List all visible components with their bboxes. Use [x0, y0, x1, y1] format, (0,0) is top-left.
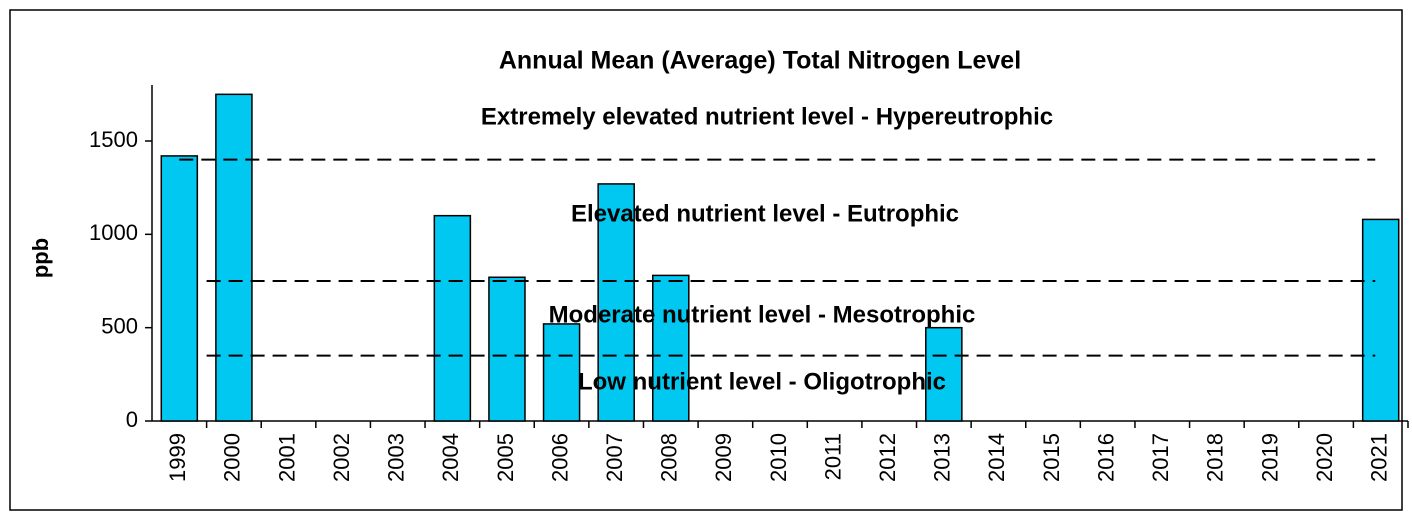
- y-axis-label: ppb: [28, 238, 53, 278]
- y-tick-label: 0: [126, 407, 138, 432]
- zone-label: Elevated nutrient level - Eutrophic: [571, 200, 959, 227]
- x-tick-label: 2002: [329, 433, 354, 482]
- x-tick-label: 1999: [165, 433, 190, 482]
- x-tick-label: 2009: [711, 433, 736, 482]
- x-tick-label: 2012: [875, 433, 900, 482]
- bar: [652, 274, 690, 422]
- x-tick-label: 2004: [438, 433, 463, 482]
- x-tick-label: 2010: [766, 433, 791, 482]
- x-tick-label: 2015: [1039, 433, 1064, 482]
- x-tick-label: 2007: [602, 433, 627, 482]
- bar: [925, 326, 963, 422]
- y-tick-label: 500: [101, 313, 138, 338]
- bar: [1361, 218, 1400, 422]
- x-tick-label: 2013: [930, 433, 955, 482]
- x-tick-label: 2008: [657, 433, 682, 482]
- x-tick-label: 2001: [274, 433, 299, 482]
- x-tick-label: 2016: [1093, 433, 1118, 482]
- bar: [542, 323, 581, 422]
- x-tick-label: 2017: [1148, 433, 1173, 482]
- zone-label: Low nutrient level - Oligotrophic: [578, 368, 946, 395]
- zone-label: Moderate nutrient level - Mesotrophic: [549, 301, 976, 328]
- x-tick-label: 2005: [493, 433, 518, 482]
- y-tick-label: 1000: [89, 220, 138, 245]
- bar: [215, 93, 253, 422]
- y-tick-label: 1500: [89, 127, 138, 152]
- bar: [488, 276, 526, 422]
- x-tick-label: 2018: [1203, 433, 1228, 482]
- bar: [160, 155, 199, 422]
- x-tick-label: 2020: [1312, 433, 1337, 482]
- x-tick-label: 2000: [220, 433, 245, 482]
- zone-label: Extremely elevated nutrient level - Hype…: [481, 103, 1053, 130]
- bar: [597, 183, 635, 422]
- chart-title: Annual Mean (Average) Total Nitrogen Lev…: [499, 47, 1021, 75]
- x-tick-label: 2003: [384, 433, 409, 482]
- x-tick-label: 2011: [820, 433, 845, 480]
- bar: [433, 214, 472, 422]
- x-tick-label: 2021: [1367, 433, 1392, 482]
- x-tick-label: 2014: [984, 433, 1009, 482]
- x-tick-label: 2006: [547, 433, 572, 482]
- x-tick-label: 2019: [1257, 433, 1282, 482]
